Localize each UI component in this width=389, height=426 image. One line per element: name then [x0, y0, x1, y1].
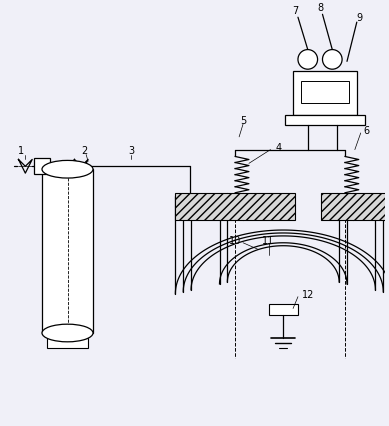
- Ellipse shape: [42, 325, 93, 342]
- Text: 8: 8: [317, 3, 324, 13]
- Text: 1: 1: [18, 145, 25, 155]
- Circle shape: [298, 50, 317, 70]
- Bar: [268, 304, 298, 316]
- Text: 3: 3: [128, 145, 134, 155]
- Bar: [175, 193, 295, 221]
- Text: 11: 11: [263, 235, 275, 245]
- Text: 12: 12: [301, 289, 314, 299]
- Text: 2: 2: [81, 145, 87, 155]
- Text: 10: 10: [229, 235, 241, 245]
- Circle shape: [322, 50, 342, 70]
- Bar: [301, 82, 349, 103]
- Bar: [42, 170, 93, 333]
- Text: 7: 7: [292, 6, 298, 16]
- Text: 6: 6: [364, 126, 370, 135]
- Text: 9: 9: [357, 13, 363, 23]
- Bar: [285, 116, 364, 126]
- Bar: [34, 159, 50, 175]
- Bar: [293, 72, 357, 116]
- Ellipse shape: [42, 161, 93, 178]
- Bar: [47, 338, 88, 348]
- Text: 4: 4: [275, 142, 281, 153]
- Text: 5: 5: [240, 116, 246, 126]
- Bar: [321, 193, 389, 221]
